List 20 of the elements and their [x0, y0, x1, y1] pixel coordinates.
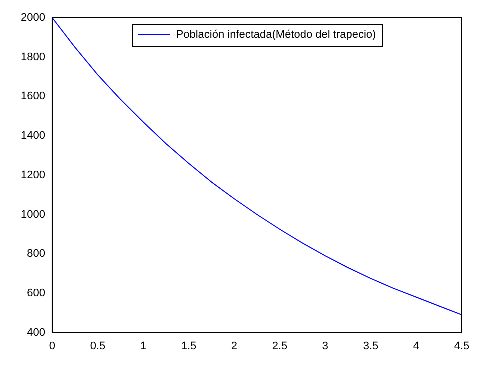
x-tick-label: 3.5	[363, 340, 379, 352]
x-tick-label: 1.5	[181, 340, 197, 352]
x-tick-label: 2.5	[272, 340, 288, 352]
x-tick-label: 0.5	[90, 340, 106, 352]
y-tick-label: 600	[27, 287, 46, 300]
x-tick-label: 2	[231, 340, 238, 352]
y-tick-label: 800	[27, 248, 46, 260]
x-tick-label: 4	[413, 340, 420, 352]
x-tick-label: 1	[140, 340, 147, 352]
y-tick-label: 1400	[20, 130, 46, 142]
x-tick-label: 3	[322, 340, 329, 352]
y-tick-label: 1800	[20, 51, 46, 64]
y-tick-label: 2000	[20, 12, 46, 24]
y-tick-label: 1200	[20, 169, 46, 182]
y-tick-label: 1600	[20, 90, 46, 103]
x-tick-label: 4.5	[454, 340, 470, 352]
y-tick-label: 400	[27, 326, 46, 339]
legend-label: Población infectada(Método del trapecio)	[176, 29, 376, 42]
y-tick-label: 1000	[20, 208, 46, 221]
x-tick-label: 0	[49, 340, 56, 352]
